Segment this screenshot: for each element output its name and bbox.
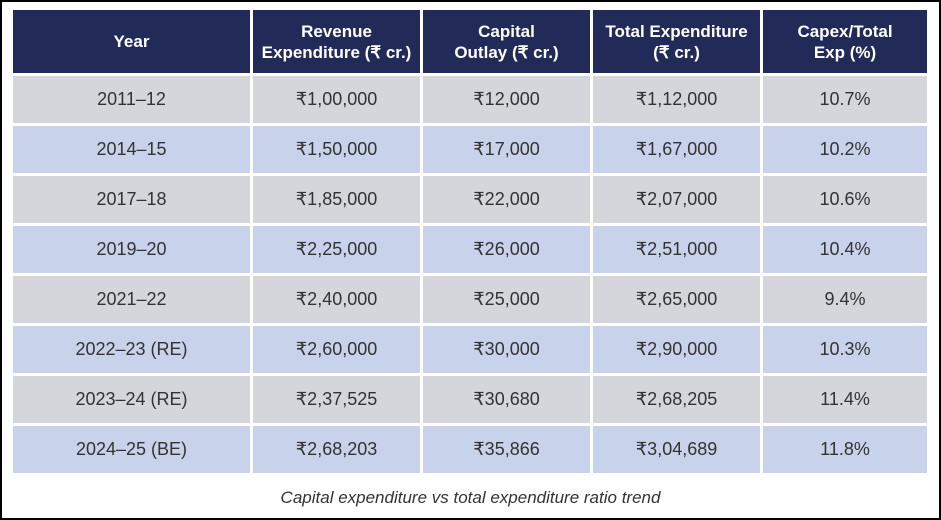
table-cell: ₹1,50,000 — [253, 126, 420, 173]
table-row: 2023–24 (RE) ₹2,37,525 ₹30,680 ₹2,68,205 11.… — [13, 376, 927, 423]
table-cell: 10.3% — [763, 326, 927, 373]
table-cell: 9.4% — [763, 276, 927, 323]
column-header-line: Year — [113, 32, 150, 51]
table-cell: ₹2,60,000 — [253, 326, 420, 373]
table-cell: ₹3,04,689 — [593, 426, 760, 473]
table-row: 2024–25 (BE) ₹2,68,203 ₹35,866 ₹3,04,689 11.… — [13, 426, 927, 473]
table-row: 2022–23 (RE) ₹2,60,000 ₹30,000 ₹2,90,000 10.… — [13, 326, 927, 373]
table-cell: ₹2,07,000 — [593, 176, 760, 223]
table-cell: ₹25,000 — [423, 276, 590, 323]
table-cell: 2021–22 — [13, 276, 250, 323]
table-cell: ₹26,000 — [423, 226, 590, 273]
header-row: Year Revenue Expenditure (₹ cr.) Capital Out… — [13, 10, 927, 73]
table-cell: ₹1,12,000 — [593, 76, 760, 123]
table-cell: 2023–24 (RE) — [13, 376, 250, 423]
table-cell: ₹30,680 — [423, 376, 590, 423]
column-header: Year — [13, 10, 250, 73]
column-header-line: Capital — [478, 21, 535, 41]
table-caption: Capital expenditure vs total expenditure… — [280, 488, 661, 507]
column-header-line: Total Expenditure — [605, 21, 748, 41]
column-header-line: (₹ cr.) — [653, 42, 700, 62]
column-header-line: Capex/Total — [797, 21, 893, 41]
table-cell: 10.7% — [763, 76, 927, 123]
table-cell: ₹1,85,000 — [253, 176, 420, 223]
expenditure-table: Year Revenue Expenditure (₹ cr.) Capital Out… — [10, 7, 930, 476]
table-cell: ₹2,90,000 — [593, 326, 760, 373]
column-header: Capex/Total Exp (%) — [763, 10, 927, 73]
column-header-line: Revenue — [301, 21, 372, 41]
table-cell: 10.6% — [763, 176, 927, 223]
table-cell: ₹1,00,000 — [253, 76, 420, 123]
table-cell: 10.2% — [763, 126, 927, 173]
table-cell: ₹30,000 — [423, 326, 590, 373]
table-cell: ₹2,51,000 — [593, 226, 760, 273]
table-cell: ₹2,40,000 — [253, 276, 420, 323]
column-header-line: Outlay (₹ cr.) — [454, 42, 559, 62]
table-cell: 2011–12 — [13, 76, 250, 123]
table-cell: ₹22,000 — [423, 176, 590, 223]
column-header-line: Expenditure (₹ cr.) — [261, 42, 412, 62]
table-row: 2019–20 ₹2,25,000 ₹26,000 ₹2,51,000 10.4% — [13, 226, 927, 273]
table-cell: 2024–25 (BE) — [13, 426, 250, 473]
column-header: Capital Outlay (₹ cr.) — [423, 10, 590, 73]
column-header-line: Exp (%) — [813, 42, 877, 62]
table-cell: 2022–23 (RE) — [13, 326, 250, 373]
table-cell: ₹2,65,000 — [593, 276, 760, 323]
table-cell: ₹12,000 — [423, 76, 590, 123]
table-row: 2011–12 ₹1,00,000 ₹12,000 ₹1,12,000 10.7% — [13, 76, 927, 123]
table-row: 2017–18 ₹1,85,000 ₹22,000 ₹2,07,000 10.6% — [13, 176, 927, 223]
table-cell: 2019–20 — [13, 226, 250, 273]
table-cell: 11.4% — [763, 376, 927, 423]
column-header: Total Expenditure (₹ cr.) — [593, 10, 760, 73]
table-row: 2021–22 ₹2,40,000 ₹25,000 ₹2,65,000 9.4% — [13, 276, 927, 323]
table-cell: 11.8% — [763, 426, 927, 473]
column-header: Revenue Expenditure (₹ cr.) — [253, 10, 420, 73]
table-cell: ₹35,866 — [423, 426, 590, 473]
table-cell: ₹2,68,205 — [593, 376, 760, 423]
table-cell: 10.4% — [763, 226, 927, 273]
table-cell: ₹2,68,203 — [253, 426, 420, 473]
table-cell: ₹1,67,000 — [593, 126, 760, 173]
table-row: 2014–15 ₹1,50,000 ₹17,000 ₹1,67,000 10.2% — [13, 126, 927, 173]
table-cell: ₹2,37,525 — [253, 376, 420, 423]
table-cell: 2014–15 — [13, 126, 250, 173]
table-cell: ₹2,25,000 — [253, 226, 420, 273]
table-cell: ₹17,000 — [423, 126, 590, 173]
table-cell: 2017–18 — [13, 176, 250, 223]
